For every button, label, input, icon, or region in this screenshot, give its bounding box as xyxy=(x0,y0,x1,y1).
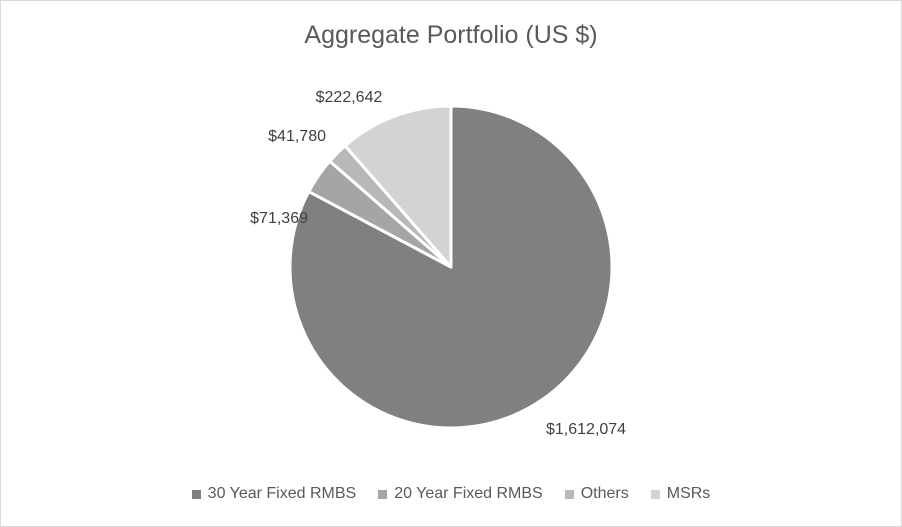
chart-legend: 30 Year Fixed RMBS 20 Year Fixed RMBS Othe… xyxy=(1,485,901,503)
legend-item: MSRs xyxy=(650,485,711,503)
legend-item: Others xyxy=(564,485,629,503)
legend-swatch xyxy=(564,489,574,499)
legend-swatch xyxy=(191,489,201,499)
pie-chart: $1,612,074 $71,369 $41,780 $222,642 xyxy=(250,89,626,438)
legend-label: MSRs xyxy=(666,485,711,502)
chart-title: Aggregate Portfolio (US $) xyxy=(304,21,598,49)
legend-swatch xyxy=(378,489,388,499)
data-label-30-year-fixed-rmbs: $1,612,074 xyxy=(546,421,626,438)
legend-label: 20 Year Fixed RMBS xyxy=(394,485,543,502)
pie-slice-msrs xyxy=(343,104,453,269)
legend-label: 30 Year Fixed RMBS xyxy=(207,485,357,502)
data-label-others: $41,780 xyxy=(268,128,326,145)
data-label-msrs: $222,642 xyxy=(316,89,383,106)
legend-label: Others xyxy=(580,485,629,502)
legend-swatch xyxy=(650,489,660,499)
legend-item: 20 Year Fixed RMBS xyxy=(378,485,543,503)
data-label-20-year-fixed-rmbs: $71,369 xyxy=(250,210,308,227)
legend-item: 30 Year Fixed RMBS xyxy=(191,485,357,503)
